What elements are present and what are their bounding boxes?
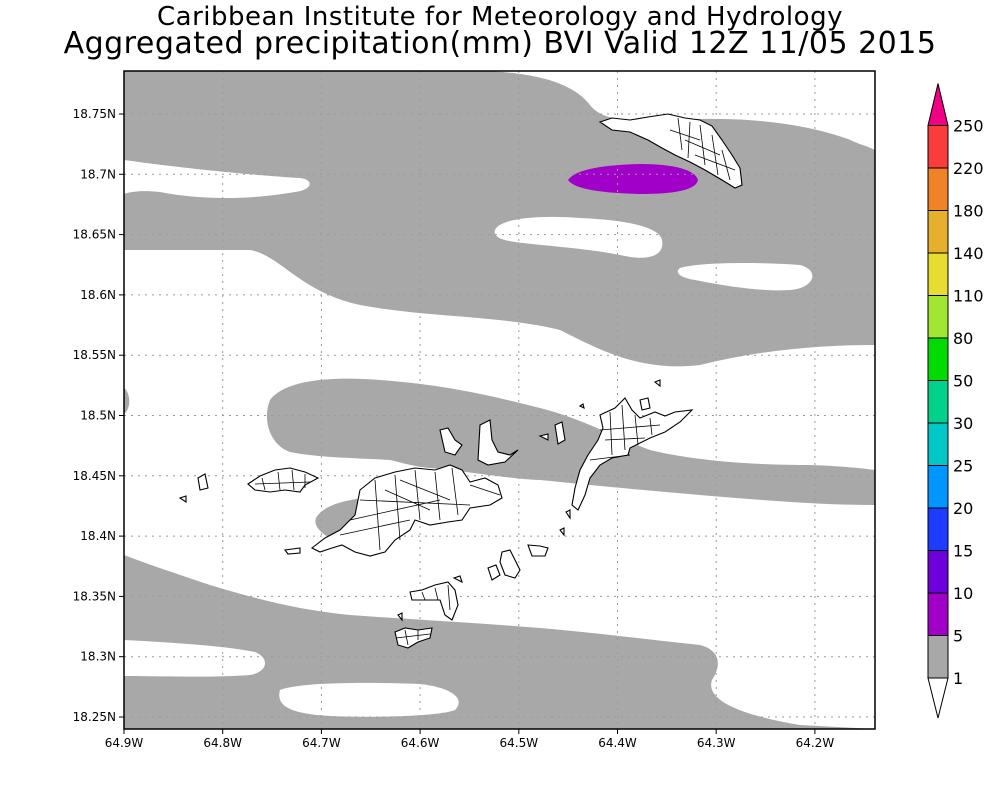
land-layer [178, 113, 743, 649]
colorbar-swatch [927, 465, 949, 509]
colorbar-swatch [927, 422, 949, 466]
colorbar-label: 110 [953, 287, 984, 306]
product-title: Aggregated precipitation(mm) BVI Valid 1… [63, 26, 937, 61]
colorbar-label: 15 [953, 542, 973, 561]
colorbar-label: 10 [953, 584, 973, 603]
colorbar-swatch [927, 167, 949, 211]
lat-tick-label: 18.7N [80, 167, 116, 181]
precip-gap [494, 216, 663, 258]
colorbar-swatch [927, 380, 949, 424]
island [477, 419, 519, 466]
colorbar-label: 180 [953, 202, 984, 221]
island [439, 427, 463, 456]
colorbar-swatch [927, 83, 949, 126]
colorbar-label: 20 [953, 499, 973, 518]
precip-area-gray [124, 71, 875, 367]
lat-tick-label: 18.75N [73, 107, 116, 121]
lat-tick-label: 18.45N [73, 469, 116, 483]
precip-gap [840, 129, 875, 148]
colorbar-swatch [927, 252, 949, 296]
longitude-axis: 64.9W 64.8W 64.7W 64.6W 64.5W 64.4W 64.3W 64.2W [105, 729, 835, 750]
institute-title: Caribbean Institute for Meteorology and … [157, 2, 843, 32]
precip-area-gray [124, 388, 130, 414]
precip-area-purple [568, 164, 698, 194]
colorbar-swatch [927, 210, 949, 254]
island [247, 467, 320, 493]
colorbar-swatch [927, 550, 949, 594]
colorbar-swatch [927, 125, 949, 169]
lon-tick-label: 64.8W [203, 736, 242, 750]
colorbar-label: 80 [953, 329, 973, 348]
anegada-island [598, 113, 743, 189]
colorbar-label: 25 [953, 457, 973, 476]
lat-tick-label: 18.65N [73, 228, 116, 242]
colorbar-swatch [927, 337, 949, 381]
lon-tick-label: 64.5W [500, 736, 539, 750]
precip-area-gray [124, 555, 875, 729]
virgin-gorda-island [571, 397, 694, 511]
lat-tick-label: 18.4N [80, 529, 116, 543]
graticule [124, 71, 875, 729]
precip-gap [124, 160, 310, 198]
colorbar-swatch [927, 295, 949, 339]
lon-tick-label: 64.4W [598, 736, 637, 750]
island [394, 627, 433, 649]
lon-tick-label: 64.3W [697, 736, 736, 750]
colorbar-swatch [927, 592, 949, 636]
lon-tick-label: 64.2W [796, 736, 835, 750]
precip-area-gray [266, 378, 875, 505]
lat-tick-label: 18.5N [80, 409, 116, 423]
latitude-axis: 18.75N 18.7N 18.65N 18.6N 18.55N 18.5N 18.45N 1… [73, 107, 124, 724]
colorbar-label: 5 [953, 627, 963, 646]
precipitation-layer [124, 71, 875, 729]
colorbar-label: 140 [953, 244, 984, 263]
precip-gap [279, 682, 459, 717]
colorbar-swatch [927, 507, 949, 551]
colorbar-swatch [927, 635, 949, 679]
lat-tick-label: 18.35N [73, 589, 116, 603]
colorbar-label: 220 [953, 159, 984, 178]
colorbar-swatch [927, 677, 949, 719]
lat-tick-label: 18.25N [73, 710, 116, 724]
lon-tick-label: 64.6W [401, 736, 440, 750]
colorbar-label: 250 [953, 117, 984, 136]
precip-gap [124, 640, 266, 677]
colorbar-label: 1 [953, 669, 963, 688]
colorbar-label: 30 [953, 414, 973, 433]
island [487, 564, 501, 581]
precip-gap [677, 263, 813, 291]
island [499, 549, 521, 579]
lat-tick-label: 18.55N [73, 348, 116, 362]
island [409, 581, 459, 621]
lon-tick-label: 64.7W [302, 736, 341, 750]
lat-tick-label: 18.3N [80, 650, 116, 664]
colorbar-label: 50 [953, 372, 973, 391]
lat-tick-label: 18.6N [80, 288, 116, 302]
lon-tick-label: 64.9W [105, 736, 144, 750]
plot-frame [123, 70, 876, 730]
